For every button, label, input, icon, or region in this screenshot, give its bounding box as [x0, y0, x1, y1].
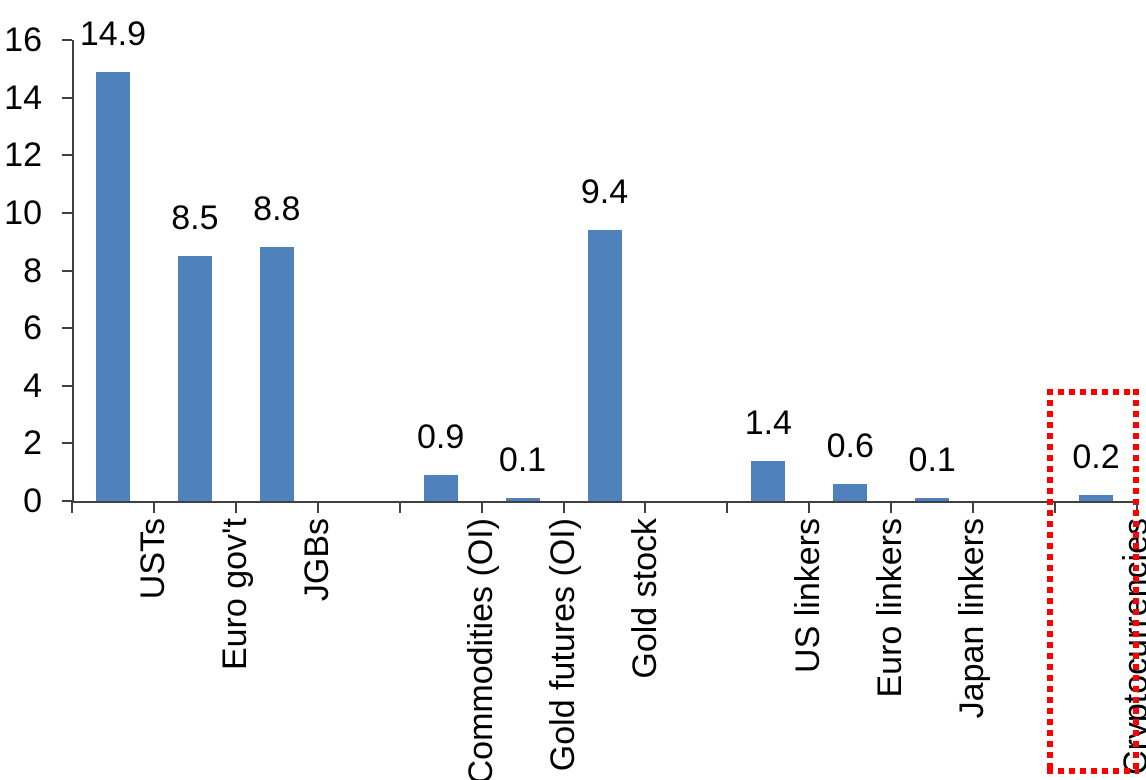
highlight-box-top: [1047, 389, 1139, 395]
x-tick: [808, 501, 811, 513]
bar-value-label: 0.1: [908, 441, 956, 480]
y-tick-label: 12: [4, 136, 42, 175]
category-label: Gold futures (OI): [543, 518, 582, 772]
bar: [1079, 495, 1114, 503]
bar-value-label: 8.5: [171, 199, 219, 238]
y-tick: [62, 384, 72, 387]
category-label: Euro gov't: [215, 518, 254, 671]
y-tick-label: 8: [23, 251, 42, 290]
bar: [833, 483, 868, 503]
category-label: Cryptocurrencies: [1117, 518, 1146, 775]
x-tick: [562, 501, 565, 513]
bar-value-label: 0.1: [498, 441, 547, 480]
x-tick: [1054, 501, 1057, 513]
x-tick: [152, 501, 155, 513]
y-tick-label: 2: [23, 424, 42, 463]
category-label: JGBs: [297, 518, 336, 602]
x-tick: [316, 501, 319, 513]
y-tick: [62, 442, 72, 445]
bar-value-label: 14.9: [79, 14, 147, 53]
bar: [751, 460, 786, 503]
bar: [423, 475, 458, 503]
category-label: Japan linkers: [953, 518, 992, 719]
x-tick: [398, 501, 401, 513]
bar-value-label: 8.8: [253, 190, 301, 229]
bar-value-label: 9.4: [580, 173, 629, 212]
y-tick: [62, 500, 72, 502]
bar: [259, 247, 294, 503]
y-tick-label: 0: [23, 482, 42, 520]
y-tick: [62, 327, 72, 330]
bar-value-label: 1.4: [744, 403, 792, 442]
category-label: Commodities (OI): [461, 518, 500, 780]
y-tick: [62, 39, 72, 41]
x-tick: [480, 501, 483, 513]
y-tick-label: 6: [23, 309, 42, 348]
category-label: Euro linkers: [871, 518, 910, 698]
x-tick: [726, 501, 729, 513]
y-tick-label: 10: [4, 193, 42, 232]
y-tick-label: 16: [4, 21, 42, 59]
y-axis-line: [72, 40, 74, 503]
bar: [177, 256, 212, 503]
y-tick: [62, 154, 72, 157]
bar: [587, 230, 622, 503]
category-label: USTs: [133, 518, 172, 600]
highlight-box-bottom: [1047, 768, 1139, 774]
bar-value-label: 0.2: [1072, 438, 1120, 477]
bar-value-label: 0.6: [826, 426, 874, 465]
x-tick: [234, 501, 237, 513]
highlight-box-left: [1047, 389, 1054, 774]
bar: [505, 498, 540, 503]
x-tick: [890, 501, 893, 513]
y-tick: [62, 96, 72, 99]
highlight-box-right: [1133, 389, 1139, 774]
bar-value-label: 0.9: [417, 418, 465, 457]
y-tick-label: 4: [23, 366, 42, 405]
y-tick-label: 14: [4, 78, 42, 117]
y-tick: [62, 211, 72, 214]
y-tick: [62, 269, 72, 272]
x-axis-line: [72, 501, 1139, 503]
x-tick: [71, 501, 73, 513]
bar: [915, 498, 950, 503]
bar: [95, 71, 130, 503]
x-tick: [972, 501, 975, 513]
category-label: Gold stock: [625, 518, 664, 679]
category-label: US linkers: [789, 518, 828, 673]
x-tick: [644, 501, 647, 513]
